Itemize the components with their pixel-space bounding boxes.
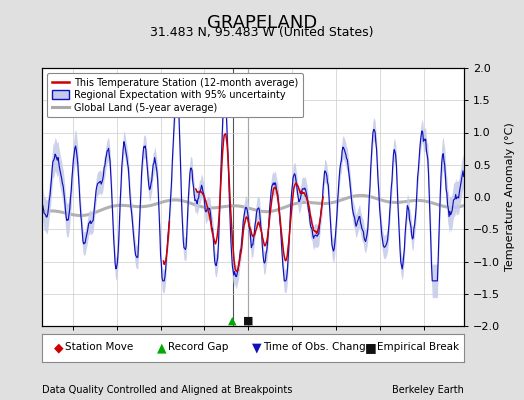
Text: Time of Obs. Change: Time of Obs. Change: [264, 342, 373, 352]
Legend: This Temperature Station (12-month average), Regional Expectation with 95% uncer: This Temperature Station (12-month avera…: [47, 73, 303, 118]
Y-axis label: Temperature Anomaly (°C): Temperature Anomaly (°C): [506, 123, 516, 271]
Text: ▲: ▲: [228, 316, 237, 326]
Text: 31.483 N, 95.483 W (United States): 31.483 N, 95.483 W (United States): [150, 26, 374, 39]
Text: Berkeley Earth: Berkeley Earth: [392, 385, 464, 395]
Text: Station Move: Station Move: [65, 342, 134, 352]
Text: Empirical Break: Empirical Break: [377, 342, 460, 352]
Text: ▼: ▼: [252, 341, 262, 354]
Text: ■: ■: [365, 341, 377, 354]
Text: Data Quality Controlled and Aligned at Breakpoints: Data Quality Controlled and Aligned at B…: [42, 385, 292, 395]
Text: ◆: ◆: [54, 341, 63, 354]
Text: ▲: ▲: [157, 341, 167, 354]
Text: Record Gap: Record Gap: [169, 342, 229, 352]
Text: GRAPELAND: GRAPELAND: [207, 14, 317, 32]
Text: ■: ■: [243, 316, 254, 326]
